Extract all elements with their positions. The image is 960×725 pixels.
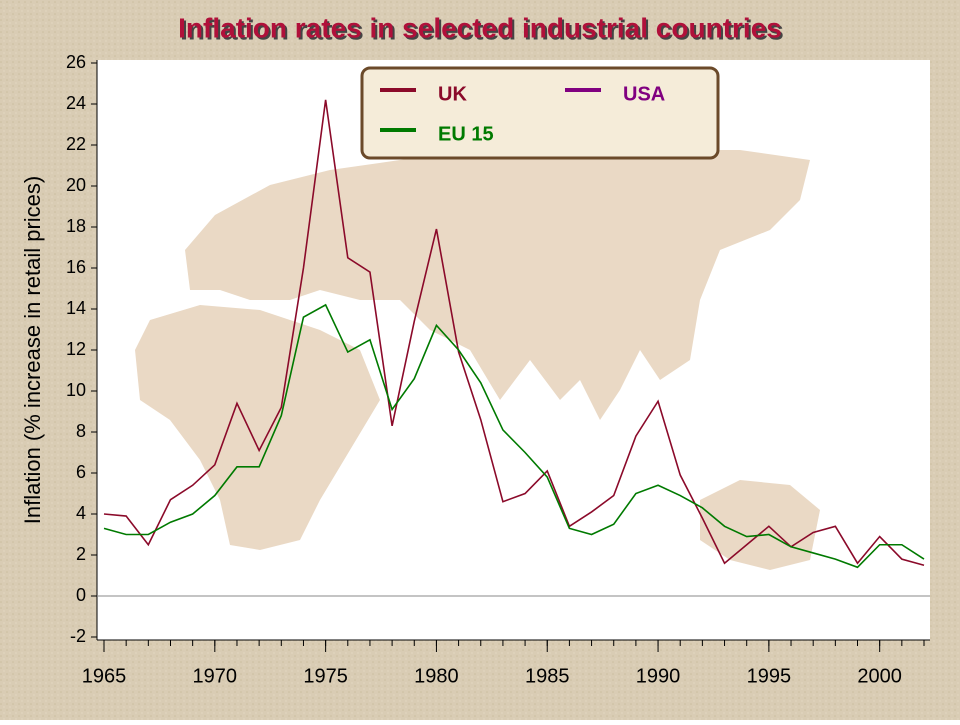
y-tick-label: 14 (66, 298, 86, 318)
y-tick-label: 22 (66, 134, 86, 154)
x-tick-label: 1985 (525, 665, 570, 687)
y-tick-label: 26 (66, 52, 86, 72)
y-tick-label: 0 (76, 585, 86, 605)
series-line (103, 303, 925, 569)
y-tick-label: 16 (66, 257, 86, 277)
x-tick-label: 1995 (747, 665, 792, 687)
legend (360, 66, 720, 160)
y-tick-label: 10 (66, 380, 86, 400)
x-tick-label: 1980 (414, 665, 459, 687)
y-axis-label: Inflation (% increase in retail prices) (20, 176, 45, 524)
y-tick-label: 24 (66, 93, 86, 113)
x-tick-label: 1965 (82, 665, 127, 687)
x-tick-label: 2000 (857, 665, 902, 687)
series-line (103, 99, 925, 567)
legend-label: UK (438, 83, 467, 105)
x-tick-label: 1970 (193, 665, 238, 687)
x-tick-label: 1975 (303, 665, 348, 687)
y-tick-label: 20 (66, 175, 86, 195)
y-tick-label: 2 (76, 544, 86, 564)
title-shadow: Inflation rates in selected industrial c… (180, 14, 784, 45)
y-tick-label: 18 (66, 216, 86, 236)
x-tick-label: 1990 (636, 665, 681, 687)
y-tick-label: 4 (76, 503, 86, 523)
y-tick-label: 6 (76, 462, 86, 482)
legend-label: EU 15 (438, 123, 494, 145)
y-tick-label: 8 (76, 421, 86, 441)
chart-title: Inflation rates in selected industrial c… (178, 12, 782, 43)
y-tick-label: 12 (66, 339, 86, 359)
legend-label: USA (623, 83, 665, 105)
y-tick-label: -2 (70, 626, 86, 646)
